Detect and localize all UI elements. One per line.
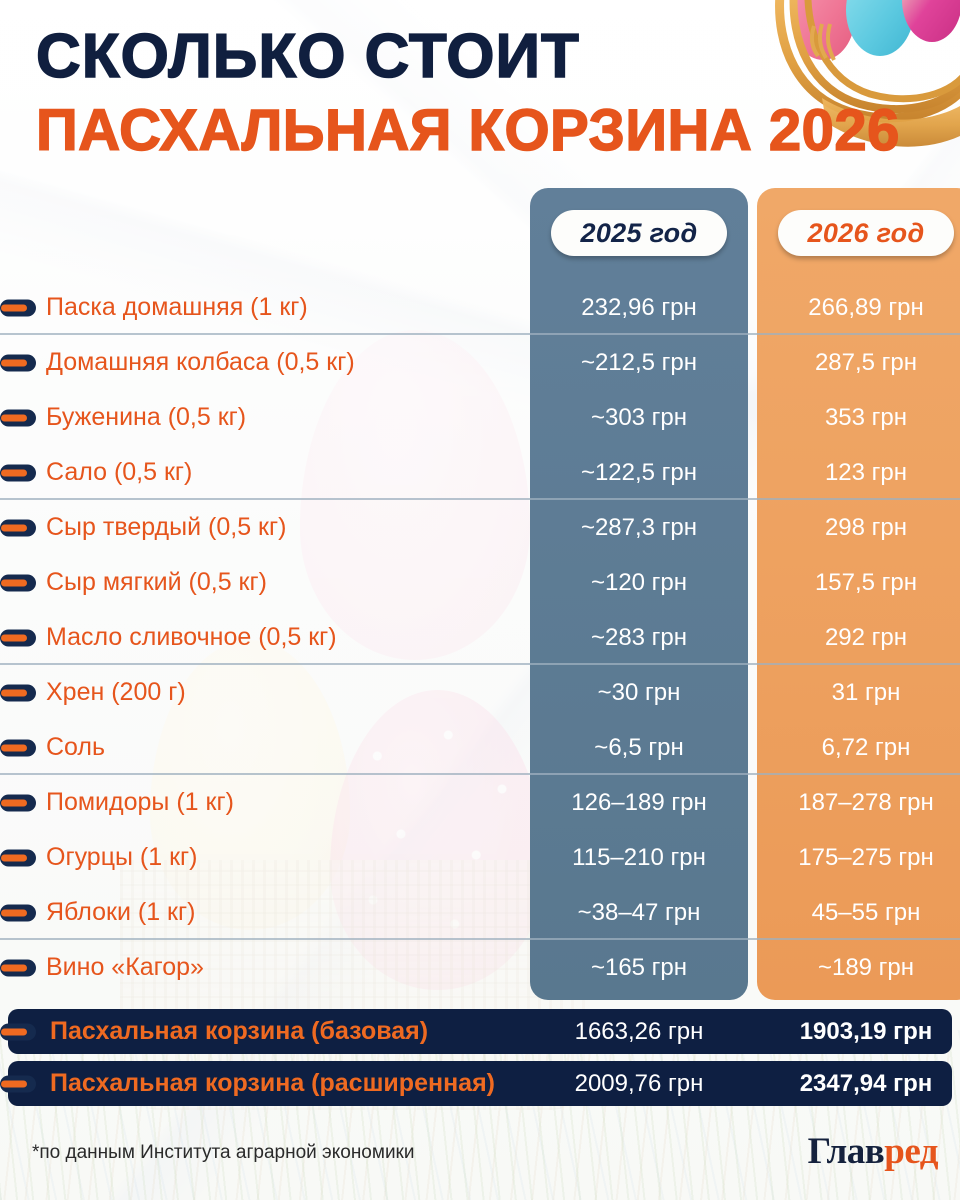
price-cell-2026: 31 грн (831, 678, 901, 706)
total-row: Пасхальная корзина (расширенная) 2009,76 … (0, 1061, 952, 1106)
table-row: Огурцы (1 кг) 115–210 грн 175–275 грн (0, 830, 960, 885)
price-cell-2026: 298 грн (824, 513, 908, 541)
table-row: Масло сливочное (0,5 кг) ~283 грн 292 грн (0, 610, 960, 665)
price-cell-2026: ~189 грн (817, 953, 915, 981)
price-cell-2025: 115–210 грн (572, 843, 706, 871)
item-label: Домашняя колбаса (0,5 кг) (46, 348, 355, 376)
price-cell-2025: ~120 грн (590, 568, 688, 596)
column-band-2026 (757, 188, 960, 1000)
table-row: Сыр твердый (0,5 кг) ~287,3 грн 298 грн (0, 500, 960, 555)
price-cell-2026: 123 грн (824, 458, 908, 486)
price-cell-2026: 287,5 грн (814, 348, 918, 376)
infographic-footer: *по данным Института аграрной экономики … (0, 1126, 960, 1186)
table-row: Сыр мягкий (0,5 кг) ~120 грн 157,5 грн (0, 555, 960, 610)
total-cell-2026: 2347,94 грн (799, 1069, 933, 1097)
bullet-marker-icon (0, 849, 36, 866)
bullet-marker-icon (0, 904, 36, 921)
table-row: Буженина (0,5 кг) ~303 грн 353 грн (0, 390, 960, 445)
source-note: *по данным Института аграрной экономики (32, 1142, 415, 1163)
bullet-marker-icon (0, 629, 36, 646)
price-cell-2026: 6,72 грн (821, 733, 911, 761)
table-row: Соль ~6,5 грн 6,72 грн (0, 720, 960, 775)
item-label: Огурцы (1 кг) (46, 843, 198, 871)
item-label: Паска домашняя (1 кг) (46, 293, 308, 321)
price-cell-2025: ~303 грн (590, 403, 688, 431)
table-row: Домашняя колбаса (0,5 кг) ~212,5 грн 287,5… (0, 335, 960, 390)
easter-basket-icon (775, 0, 960, 147)
table-body: Паска домашняя (1 кг) 232,96 грн 266,89 гр… (0, 280, 960, 995)
column-band-2025 (530, 188, 748, 1000)
bullet-marker-icon (0, 519, 36, 536)
price-cell-2025: ~38–47 грн (577, 898, 701, 926)
price-cell-2025: ~122,5 грн (580, 458, 698, 486)
item-label: Яблоки (1 кг) (46, 898, 196, 926)
price-cell-2026: 292 грн (824, 623, 908, 651)
bullet-marker-icon (0, 409, 36, 426)
total-cell-2026: 1903,19 грн (799, 1017, 933, 1045)
table-row: Яблоки (1 кг) ~38–47 грн 45–55 грн (0, 885, 960, 940)
total-row: Пасхальная корзина (базовая) 1663,26 грн 1… (0, 1009, 952, 1054)
table-row: Сало (0,5 кг) ~122,5 грн 123 грн (0, 445, 960, 500)
item-label: Помидоры (1 кг) (46, 788, 234, 816)
table-row: Паска домашняя (1 кг) 232,96 грн 266,89 гр… (0, 280, 960, 335)
price-comparison-table: 2025 год 2026 год Паска домашняя (1 кг) 2… (0, 188, 960, 1000)
page-title-secondary: ПАСХАЛЬНАЯ КОРЗИНА 2026 (35, 98, 900, 163)
table-row: Помидоры (1 кг) 126–189 грн 187–278 грн (0, 775, 960, 830)
total-cell-2025: 2009,76 грн (574, 1069, 704, 1097)
bullet-marker-icon (0, 794, 36, 811)
item-label: Вино «Кагор» (46, 953, 204, 981)
item-label: Буженина (0,5 кг) (46, 403, 247, 431)
bullet-marker-icon (0, 684, 36, 701)
totals-section: Пасхальная корзина (базовая) 1663,26 грн 1… (0, 1009, 960, 1106)
column-header-2025-label: 2025 год (580, 217, 698, 248)
price-cell-2026: 45–55 грн (811, 898, 921, 926)
total-cell-2025: 1663,26 грн (574, 1017, 704, 1045)
table-row: Хрен (200 г) ~30 грн 31 грн (0, 665, 960, 720)
total-label: Пасхальная корзина (расширенная) (50, 1069, 495, 1097)
price-cell-2026: 187–278 грн (798, 788, 934, 816)
price-cell-2026: 175–275 грн (798, 843, 934, 871)
page-title-primary: СКОЛЬКО СТОИТ (35, 22, 580, 91)
price-cell-2025: ~6,5 грн (594, 733, 684, 761)
bullet-marker-icon (0, 299, 36, 316)
price-cell-2025: 126–189 грн (571, 788, 707, 816)
item-label: Соль (46, 733, 106, 761)
logo-part-primary: Глав (807, 1131, 885, 1172)
item-label: Хрен (200 г) (46, 678, 186, 706)
item-label: Сыр мягкий (0,5 кг) (46, 568, 267, 596)
column-header-2025: 2025 год (551, 210, 727, 256)
item-label: Масло сливочное (0,5 кг) (46, 623, 337, 651)
total-label: Пасхальная корзина (базовая) (50, 1017, 429, 1045)
infographic-header: СКОЛЬКО СТОИТ ПАСХАЛЬНАЯ КОРЗИНА 2026 (0, 0, 960, 163)
price-cell-2025: 232,96 грн (581, 293, 697, 321)
price-cell-2025: ~212,5 грн (580, 348, 698, 376)
bullet-marker-icon (0, 464, 36, 481)
bullet-marker-icon (0, 354, 36, 371)
price-cell-2025: ~165 грн (590, 953, 688, 981)
bullet-marker-icon (0, 1075, 36, 1092)
price-cell-2026: 266,89 грн (808, 293, 924, 321)
glavred-logo[interactable]: Главред (807, 1130, 939, 1173)
table-header-row: 2025 год 2026 год (0, 188, 960, 280)
column-header-2026-label: 2026 год (807, 217, 925, 248)
bullet-marker-icon (0, 574, 36, 591)
price-cell-2026: 353 грн (824, 403, 908, 431)
price-cell-2025: ~283 грн (590, 623, 688, 651)
bullet-marker-icon (0, 959, 36, 976)
table-row: Вино «Кагор» ~165 грн ~189 грн (0, 940, 960, 995)
column-header-2026: 2026 год (778, 210, 954, 256)
bullet-marker-icon (0, 739, 36, 756)
price-cell-2025: ~30 грн (597, 678, 681, 706)
bullet-marker-icon (0, 1023, 36, 1040)
item-label: Сыр твердый (0,5 кг) (46, 513, 287, 541)
item-label: Сало (0,5 кг) (46, 458, 193, 486)
price-cell-2025: ~287,3 грн (580, 513, 698, 541)
price-cell-2026: 157,5 грн (814, 568, 918, 596)
logo-part-accent: ред (884, 1131, 938, 1172)
